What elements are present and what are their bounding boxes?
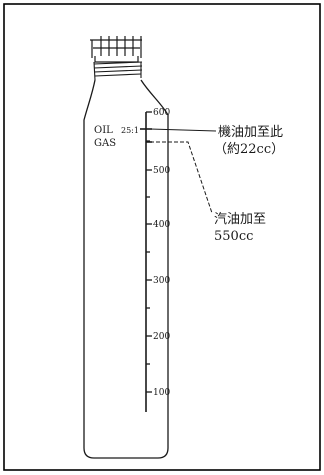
ratio-label: 25:1 — [121, 126, 139, 135]
scale-label-400: 400 — [153, 220, 170, 230]
scale-label-100: 100 — [153, 388, 170, 398]
gas-label: GAS — [94, 138, 116, 149]
scale-label-500: 500 — [153, 166, 170, 176]
scale-label-600: 600 — [153, 108, 170, 118]
gas-callout-line1: 汽油加至 — [214, 212, 266, 227]
gas-callout-line2: 550cc — [214, 229, 253, 244]
oil-leader-line — [149, 128, 217, 132]
oil-label: OIL — [94, 125, 113, 136]
scale-label-300: 300 — [153, 276, 170, 286]
scale-label-200: 200 — [153, 332, 170, 342]
gas-leader-line — [150, 141, 213, 214]
scale-ticks — [146, 111, 152, 393]
bottle-outline — [83, 79, 169, 459]
oil-callout-line1: 機油加至此 — [218, 125, 283, 140]
bottle-cap — [90, 36, 142, 63]
frame-border — [3, 3, 321, 471]
bottle-neck — [93, 61, 143, 81]
oil-callout-line2: （約22cc） — [214, 142, 284, 157]
